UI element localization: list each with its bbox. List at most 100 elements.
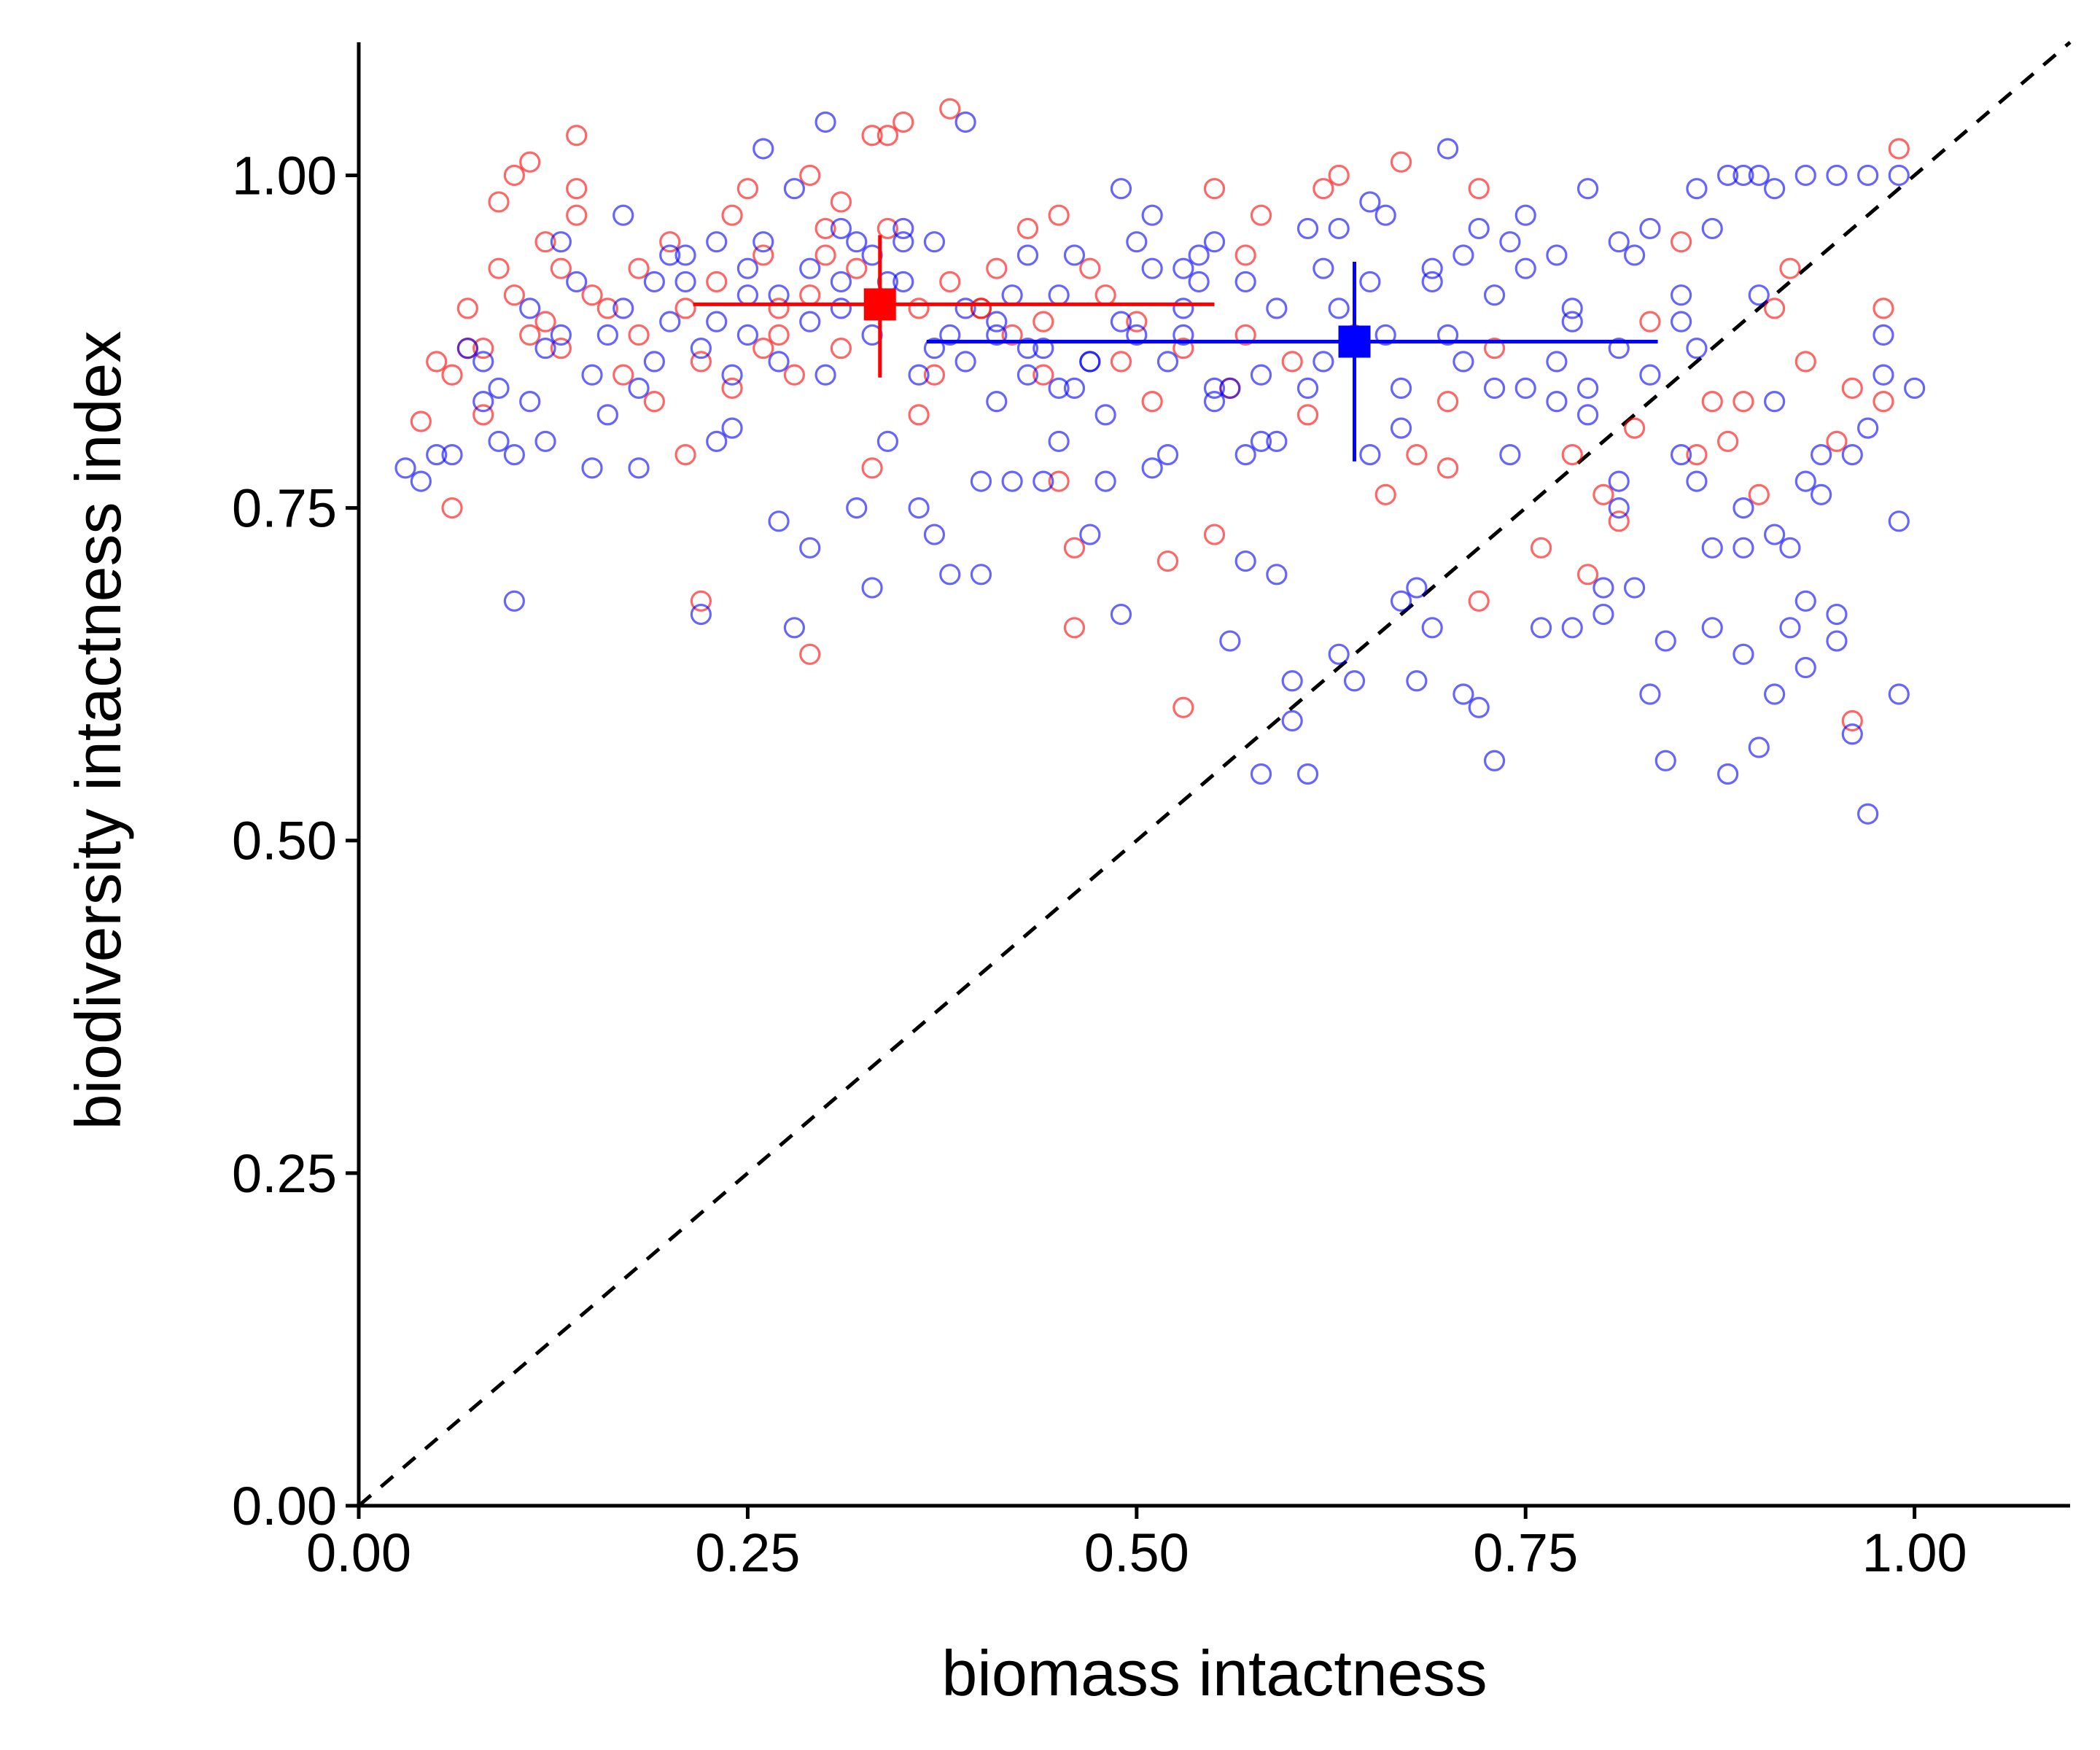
scatter-point-red: [1468, 590, 1490, 612]
scatter-point-blue: [1576, 404, 1599, 426]
scatter-point-red: [1841, 709, 1863, 732]
scatter-point-red: [628, 257, 650, 279]
scatter-point-blue: [768, 351, 790, 373]
scatter-point-blue: [1234, 271, 1256, 293]
scatter-point-blue: [1312, 257, 1334, 279]
scatter-points-layer: [394, 98, 1926, 825]
scatter-point-blue: [861, 577, 883, 599]
scatter-point-blue: [1421, 617, 1443, 639]
scatter-point-red: [1623, 417, 1646, 439]
scatter-point-red: [1032, 311, 1054, 332]
x-axis-title: biomass intactness: [941, 1637, 1487, 1709]
scatter-point-blue: [1141, 457, 1163, 479]
scatter-point-red: [1670, 231, 1692, 253]
scatter-point-blue: [488, 377, 510, 399]
scatter-point-red: [566, 125, 588, 147]
scatter-point-blue: [1312, 351, 1334, 373]
scatter-point-blue: [1296, 377, 1319, 399]
scatter-point-blue: [1811, 483, 1832, 505]
scatter-point-red: [1686, 444, 1708, 466]
scatter-point-blue: [1639, 217, 1661, 240]
scatter-point-blue: [706, 430, 728, 452]
scatter-point-blue: [1654, 630, 1676, 652]
scatter-point-red: [1296, 404, 1319, 426]
scatter-point-blue: [1016, 244, 1039, 266]
scatter-point-red: [814, 217, 836, 240]
scatter-point-blue: [1374, 324, 1396, 346]
scatter-point-blue: [1764, 524, 1786, 545]
scatter-point-blue: [799, 537, 821, 559]
scatter-point-red: [1764, 298, 1786, 319]
scatter-point-blue: [1063, 244, 1086, 266]
scatter-point-blue: [1203, 231, 1226, 253]
scatter-point-blue: [923, 338, 946, 359]
scatter-point-blue: [1483, 377, 1506, 399]
scatter-point-red: [1390, 151, 1412, 173]
scatter-point-blue: [674, 271, 696, 293]
scatter-point-blue: [1390, 377, 1412, 399]
scatter-point-blue: [736, 257, 759, 279]
scatter-point-red: [1203, 524, 1226, 545]
identity-reference-line: [357, 41, 2072, 1507]
scatter-point-red: [1126, 311, 1148, 332]
scatter-point-blue: [1857, 417, 1879, 439]
scatter-point-blue: [1094, 404, 1116, 426]
scatter-point-red: [1717, 430, 1739, 452]
scatter-point-blue: [581, 364, 603, 386]
ticks-layer: 0.00 0.25 0.50 0.75 1.00 0.00 0.25 0.50 0.75 1.00: [232, 145, 1967, 1583]
scatter-point-blue: [1670, 311, 1692, 332]
scatter-point-blue: [846, 231, 868, 253]
scatter-point-red: [550, 338, 572, 359]
scatter-point-red: [441, 364, 463, 386]
scatter-point-red: [861, 125, 883, 147]
scatter-point-red: [566, 178, 588, 200]
scatter-point-red: [1063, 537, 1086, 559]
scatter-point-blue: [394, 457, 416, 479]
scatter-point-blue: [721, 417, 743, 439]
scatter-point-blue: [1452, 351, 1474, 373]
scatter-point-red: [986, 257, 1008, 279]
scatter-point-red: [441, 497, 463, 519]
scatter-point-blue: [1374, 204, 1396, 226]
scatter-point-red: [768, 324, 790, 346]
scatter-point-red: [519, 151, 541, 173]
scatter-point-blue: [892, 217, 914, 240]
scatter-point-blue: [908, 364, 930, 386]
scatter-point-blue: [472, 391, 494, 413]
scatter-point-blue: [830, 271, 852, 293]
scatter-point-red: [721, 377, 743, 399]
scatter-point-blue: [1888, 164, 1910, 187]
scatter-point-blue: [970, 470, 992, 492]
scatter-point-blue: [1857, 164, 1879, 187]
scatter-point-red: [426, 351, 448, 373]
scatter-point-blue: [1794, 656, 1816, 679]
scatter-point-blue: [674, 244, 696, 266]
scatter-point-blue: [1623, 577, 1646, 599]
axes-layer: [357, 42, 2070, 1508]
scatter-point-red: [456, 298, 478, 319]
scatter-point-blue: [1203, 391, 1226, 413]
scatter-point-blue: [1764, 391, 1786, 413]
scatter-point-red: [846, 257, 868, 279]
scatter-point-blue: [783, 617, 806, 639]
scatter-point-blue: [799, 311, 821, 332]
scatter-point-red: [566, 204, 588, 226]
scatter-point-blue: [1126, 324, 1148, 346]
scatter-point-blue: [1639, 364, 1661, 386]
scatter-point-blue: [1811, 444, 1832, 466]
scatter-point-red: [659, 231, 681, 253]
scatter-point-blue: [892, 271, 914, 293]
scatter-point-blue: [1110, 311, 1132, 332]
scatter-point-blue: [1794, 470, 1816, 492]
scatter-point-blue: [1732, 537, 1754, 559]
scatter-point-blue: [1748, 736, 1770, 758]
scatter-point-blue: [1546, 391, 1568, 413]
y-axis-title: biodiversity intactness index: [62, 331, 134, 1130]
scatter-point-red: [830, 338, 852, 359]
scatter-point-red: [1576, 564, 1599, 586]
scatter-point-blue: [1110, 178, 1132, 200]
scatter-point-blue: [550, 231, 572, 253]
scatter-point-blue: [1872, 324, 1894, 346]
scatter-point-red: [1281, 351, 1303, 373]
scatter-point-blue: [1530, 617, 1552, 639]
